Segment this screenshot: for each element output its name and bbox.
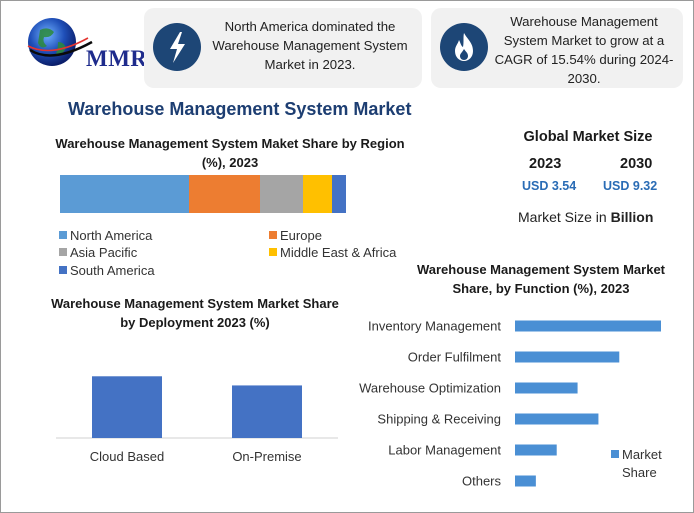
legend-label: Europe	[280, 228, 322, 243]
legend-swatch	[269, 231, 277, 239]
region-segment-asia-pacific	[260, 175, 304, 213]
info-card-cagr: Warehouse Management System Market to gr…	[431, 8, 683, 88]
legend-swatch	[611, 450, 619, 458]
legend-item-south-america: South America	[59, 263, 155, 278]
info-card-text: North America dominated the Warehouse Ma…	[212, 19, 408, 72]
function-bar-warehouse-optimization	[515, 382, 578, 394]
function-bar-order-fulfilment	[515, 351, 620, 363]
region-segment-middle-east-and-africa	[303, 175, 332, 213]
global-market-title: Global Market Size	[523, 129, 653, 145]
region-chart-title: Warehouse Management System Maket Share …	[55, 136, 405, 170]
legend-item-north-america: North America	[59, 228, 152, 243]
function-chart-title: Warehouse Management System Market Share…	[416, 262, 666, 296]
year-2023-label: 2023	[529, 156, 562, 172]
function-tick-label: Warehouse Optimization	[359, 381, 501, 396]
function-bar-inventory-management	[515, 320, 661, 332]
function-bar-others	[515, 475, 536, 487]
legend-swatch	[59, 248, 67, 256]
legend-label: Market Share	[622, 447, 662, 480]
function-tick-label: Others	[462, 474, 502, 489]
deployment-bar-cloud-based	[92, 376, 162, 438]
logo-text: MMR	[86, 46, 148, 71]
year-2030-label: 2030	[620, 156, 653, 172]
unit-prefix: Market Size in	[518, 209, 611, 225]
function-bar-labor-management	[515, 444, 557, 456]
lightning-bolt-icon	[170, 32, 185, 63]
legend-item-middle-east-and-africa: Middle East & Africa	[269, 245, 396, 260]
legend-item-asia-pacific: Asia Pacific	[59, 245, 137, 260]
info-card-text: Warehouse Management System Market to gr…	[494, 14, 674, 86]
mmr-logo: MMR	[22, 12, 147, 72]
function-tick-label: Order Fulfilment	[408, 350, 502, 365]
legend-label: North America	[70, 228, 153, 243]
function-bar-shipping-and-receiving	[515, 413, 599, 425]
market-value-2030: USD 9.32	[603, 179, 658, 193]
legend-label: Middle East & Africa	[280, 245, 397, 260]
legend-swatch	[269, 248, 277, 256]
function-tick-label: Shipping & Receiving	[377, 412, 501, 427]
deployment-tick-label: On-Premise	[232, 449, 301, 464]
deployment-bar-on-premise	[232, 385, 302, 438]
region-segment-north-america	[60, 175, 189, 213]
function-tick-label: Labor Management	[388, 443, 501, 458]
legend-swatch	[59, 231, 67, 239]
legend-label: Asia Pacific	[70, 245, 138, 260]
legend-label: South America	[70, 263, 155, 278]
market-size-unit: Market Size in Billion	[518, 209, 653, 225]
deployment-chart-title: Warehouse Management System Market Share…	[51, 296, 339, 330]
function-tick-label: Inventory Management	[368, 319, 501, 334]
legend-swatch	[59, 266, 67, 274]
deployment-tick-label: Cloud Based	[90, 449, 164, 464]
function-legend: Market Share	[611, 446, 678, 482]
region-segment-europe	[188, 175, 261, 213]
globe-icon	[27, 18, 93, 66]
market-value-2023: USD 3.54	[522, 179, 577, 193]
main-title: Warehouse Management System Market	[68, 99, 412, 119]
legend-item-europe: Europe	[269, 228, 322, 243]
unit-bold: Billion	[610, 209, 654, 225]
region-stacked-bar	[60, 175, 346, 213]
flame-icon	[455, 33, 473, 61]
region-segment-south-america	[331, 175, 346, 213]
info-card-region: North America dominated the Warehouse Ma…	[144, 8, 422, 88]
